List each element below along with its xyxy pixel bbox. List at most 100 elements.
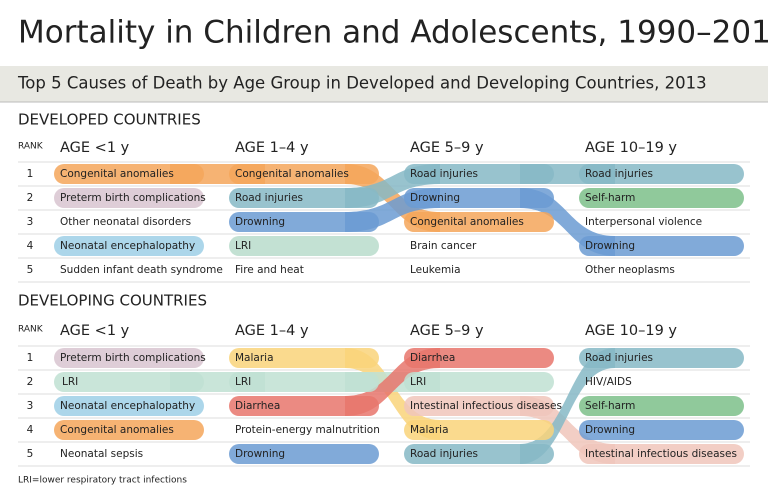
cause-pill xyxy=(404,348,554,368)
cause-label: Diarrhea xyxy=(235,400,280,412)
cause-label: Preterm birth complications xyxy=(60,192,206,204)
cause-label: Neonatal encephalopathy xyxy=(60,240,195,252)
age-header: AGE 1–4 y xyxy=(235,140,309,156)
rank-number: 2 xyxy=(27,376,34,388)
cause-label: Road injuries xyxy=(410,168,478,180)
rank-number: 3 xyxy=(27,400,34,412)
cause-label: Other neonatal disorders xyxy=(60,216,191,228)
cause-label: Congenital anomalies xyxy=(60,424,174,436)
age-header: AGE 5–9 y xyxy=(410,140,484,156)
ribbon xyxy=(345,348,440,440)
cause-pill xyxy=(54,420,204,440)
age-header: AGE 10–19 y xyxy=(585,140,677,156)
cause-pill xyxy=(54,372,204,392)
rank-number: 3 xyxy=(27,216,34,228)
cause-pill xyxy=(229,348,379,368)
rank-number: 4 xyxy=(27,424,34,436)
pills xyxy=(54,164,744,256)
cause-pill xyxy=(54,236,204,256)
cause-pill xyxy=(54,396,204,416)
cause-label: Drowning xyxy=(585,240,635,252)
cause-pill xyxy=(579,348,744,368)
cause-label: LRI xyxy=(410,376,426,388)
subtitle: Top 5 Causes of Death by Age Group in De… xyxy=(17,74,707,93)
cause-pill xyxy=(404,396,554,416)
cause-pill xyxy=(229,396,379,416)
cause-pill xyxy=(229,236,379,256)
cause-pill xyxy=(229,444,379,464)
cause-label: Preterm birth complications xyxy=(60,352,206,364)
age-header: AGE 10–19 y xyxy=(585,323,677,339)
rank-number: 1 xyxy=(27,352,34,364)
cause-label: Malaria xyxy=(410,424,449,436)
rank-number: 4 xyxy=(27,240,34,252)
cause-label: Sudden infant death syndrome xyxy=(60,264,223,276)
cause-pill xyxy=(54,348,204,368)
cause-pill xyxy=(404,420,554,440)
cause-label: Drowning xyxy=(235,216,285,228)
rank-label: RANK xyxy=(18,325,44,335)
cause-pill xyxy=(404,212,554,232)
cause-label: Drowning xyxy=(410,192,460,204)
cause-pill xyxy=(404,164,554,184)
cause-pill xyxy=(404,188,554,208)
rank-number: 2 xyxy=(27,192,34,204)
rank-label: RANK xyxy=(18,142,44,152)
cause-label: Leukemia xyxy=(410,264,461,276)
cause-label: Road injuries xyxy=(585,168,653,180)
cause-pill xyxy=(579,164,744,184)
cause-pill xyxy=(579,420,744,440)
labels: Preterm birth complications LRI Neonatal e… xyxy=(60,352,737,460)
cause-label: Interpersonal violence xyxy=(585,216,702,228)
cause-pill xyxy=(229,212,379,232)
cause-label: Congenital anomalies xyxy=(410,216,524,228)
cause-label: Congenital anomalies xyxy=(60,168,174,180)
labels: Congenital anomalies Preterm birth compli… xyxy=(60,168,702,276)
cause-label: Road injuries xyxy=(585,352,653,364)
cause-pill xyxy=(579,236,744,256)
subtitle-band xyxy=(0,66,768,102)
cause-label: LRI xyxy=(62,376,78,388)
footnote: LRI=lower respiratory tract infections xyxy=(18,476,187,486)
cause-label: Other neoplasms xyxy=(585,264,675,276)
cause-label: Intestinal infectious diseases xyxy=(410,400,562,412)
cause-pill xyxy=(579,396,744,416)
cause-label: HIV/AIDS xyxy=(585,376,632,388)
age-header: AGE 1–4 y xyxy=(235,323,309,339)
cause-label: Protein-energy malnutrition xyxy=(235,424,380,436)
cause-pill xyxy=(229,372,379,392)
age-header: AGE <1 y xyxy=(60,323,130,339)
cause-label: Self-harm xyxy=(585,192,635,204)
cause-label: Congenital anomalies xyxy=(235,168,349,180)
cause-label: Neonatal encephalopathy xyxy=(60,400,195,412)
cause-pill xyxy=(404,372,554,392)
cause-label: Road injuries xyxy=(235,192,303,204)
cause-label: Diarrhea xyxy=(410,352,455,364)
age-header: AGE 5–9 y xyxy=(410,323,484,339)
age-header: AGE <1 y xyxy=(60,140,130,156)
rank-number: 1 xyxy=(27,168,34,180)
section-heading: DEVELOPING COUNTRIES xyxy=(18,292,207,310)
cause-pill xyxy=(229,164,379,184)
rank-number: 5 xyxy=(27,264,34,276)
cause-label: Brain cancer xyxy=(410,240,477,252)
cause-pill xyxy=(54,188,204,208)
section-heading: DEVELOPED COUNTRIES xyxy=(18,111,201,129)
pills xyxy=(54,348,744,464)
cause-label: Drowning xyxy=(235,448,285,460)
cause-pill xyxy=(579,188,744,208)
cause-pill xyxy=(54,164,204,184)
cause-label: Drowning xyxy=(585,424,635,436)
cause-pill xyxy=(404,444,554,464)
cause-label: Malaria xyxy=(235,352,274,364)
cause-label: Neonatal sepsis xyxy=(60,448,143,460)
rank-number: 5 xyxy=(27,448,34,460)
cause-label: Road injuries xyxy=(410,448,478,460)
cause-label: LRI xyxy=(235,376,251,388)
cause-label: Self-harm xyxy=(585,400,635,412)
title: Mortality in Children and Adolescents, 1… xyxy=(18,15,768,51)
cause-label: Intestinal infectious diseases xyxy=(585,448,737,460)
cause-pill xyxy=(229,188,379,208)
cause-label: Fire and heat xyxy=(235,264,304,276)
